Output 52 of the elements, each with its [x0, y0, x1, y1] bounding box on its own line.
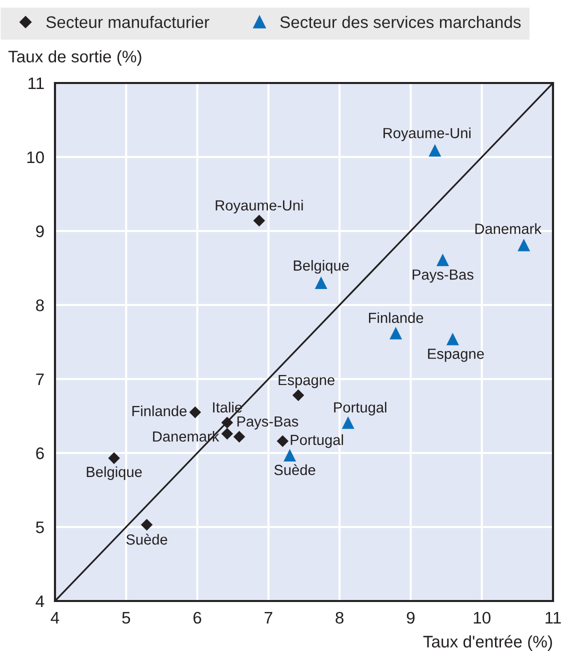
x-tick-label: 11	[546, 612, 561, 624]
annotation: Suède	[126, 534, 168, 545]
annotation: Royaume-Uni	[384, 128, 470, 142]
x-tick-label: 4	[50, 612, 60, 624]
y-tick-label: 6	[36, 447, 44, 460]
x-tick-label: 5	[122, 612, 130, 624]
point	[436, 254, 449, 266]
annotation: Pays-Bas	[237, 416, 298, 430]
y-tick-label: 7	[36, 374, 44, 386]
point	[108, 452, 120, 464]
annotation: Espagne	[278, 375, 334, 388]
point	[253, 214, 266, 227]
x-tick-label: 7	[264, 612, 272, 624]
point	[428, 144, 442, 157]
legend-label: Secteur manufacturier	[46, 16, 210, 28]
y-tick-label: 9	[36, 225, 44, 238]
y-tick-label: 4	[36, 596, 44, 608]
y-tick-label: 8	[36, 299, 44, 312]
point	[284, 448, 296, 462]
point	[140, 518, 153, 531]
point	[292, 389, 304, 402]
annotation: Suède	[274, 464, 316, 476]
point	[446, 332, 459, 346]
x-axis-title: Taux d'entrée (%)	[423, 635, 552, 651]
annotation: Pays-Bas	[412, 270, 474, 283]
annotation: Espagne	[428, 348, 484, 362]
point	[233, 430, 246, 443]
point	[189, 406, 202, 418]
point	[314, 276, 328, 290]
annotation: Finlande	[132, 406, 187, 416]
x-tick-label: 6	[194, 612, 202, 624]
annotation: Finlande	[369, 312, 424, 324]
y-tick-label: 11	[28, 78, 44, 90]
annotation: Royaume-Uni	[216, 200, 303, 214]
annotation: Portugal	[290, 434, 343, 448]
point	[221, 416, 234, 429]
annotation: Belgique	[294, 260, 349, 274]
point	[342, 416, 354, 429]
x-tick-label: 10	[474, 612, 490, 624]
x-tick-label: 9	[406, 612, 415, 624]
x-tick-label: 8	[336, 612, 344, 624]
y-tick-label: 10	[27, 151, 44, 164]
y-axis-title: Taux de sortie (%)	[8, 50, 142, 66]
annotation: Danemark	[475, 223, 542, 234]
y-tick-label: 5	[36, 522, 44, 534]
point	[276, 435, 289, 448]
point	[390, 326, 402, 340]
annotation: Portugal	[334, 402, 386, 416]
point	[518, 238, 530, 252]
annotation: Belgique	[86, 466, 142, 480]
legend-label: Secteur des services marchands	[280, 16, 521, 28]
point	[221, 428, 234, 440]
